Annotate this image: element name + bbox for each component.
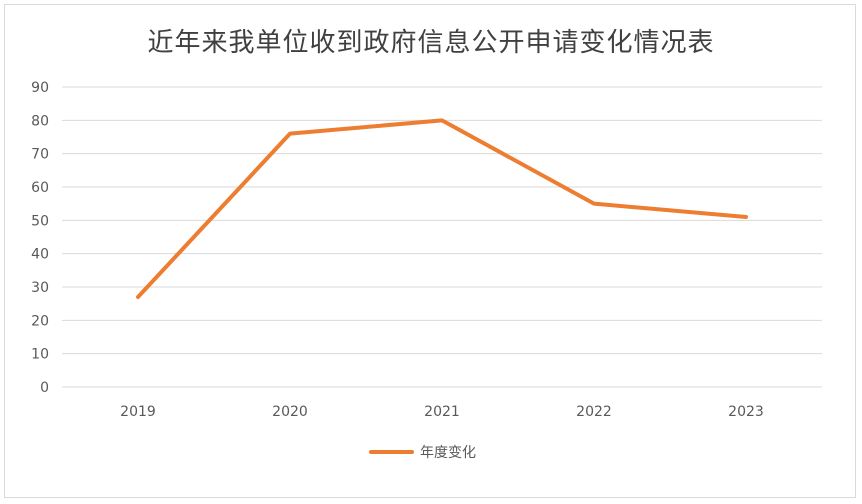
x-tick-label: 2021 bbox=[424, 404, 460, 420]
x-tick-label: 2019 bbox=[120, 404, 156, 420]
y-tick-label: 20 bbox=[31, 313, 49, 329]
y-tick-label: 70 bbox=[31, 147, 49, 163]
data-point bbox=[289, 133, 291, 135]
x-tick-label: 2023 bbox=[728, 404, 764, 420]
data-point bbox=[441, 119, 443, 121]
y-tick-label: 50 bbox=[31, 213, 49, 229]
y-tick-label: 90 bbox=[31, 80, 49, 96]
chart-title: 近年来我单位收到政府信息公开申请变化情况表 bbox=[147, 28, 715, 58]
legend-label: 年度变化 bbox=[420, 445, 476, 461]
data-point bbox=[593, 203, 595, 205]
data-point bbox=[745, 216, 747, 218]
legend: 年度变化 bbox=[369, 445, 476, 461]
chart-frame bbox=[4, 4, 856, 498]
x-tick-label: 2020 bbox=[272, 404, 308, 420]
y-tick-label: 40 bbox=[31, 247, 49, 263]
y-tick-label: 80 bbox=[31, 113, 49, 129]
data-point bbox=[137, 296, 139, 298]
y-axis-ticks: 0 10 20 30 40 50 60 70 80 90 bbox=[31, 80, 49, 396]
y-tick-label: 10 bbox=[31, 347, 49, 363]
y-tick-label: 30 bbox=[31, 280, 49, 296]
series-group bbox=[136, 118, 748, 299]
x-axis-ticks: 2019 2020 2021 2022 2023 bbox=[120, 404, 764, 420]
y-tick-label: 0 bbox=[40, 380, 49, 396]
x-tick-label: 2022 bbox=[576, 404, 612, 420]
gridlines bbox=[62, 86, 822, 388]
series-line bbox=[136, 118, 748, 299]
y-tick-label: 60 bbox=[31, 180, 49, 196]
